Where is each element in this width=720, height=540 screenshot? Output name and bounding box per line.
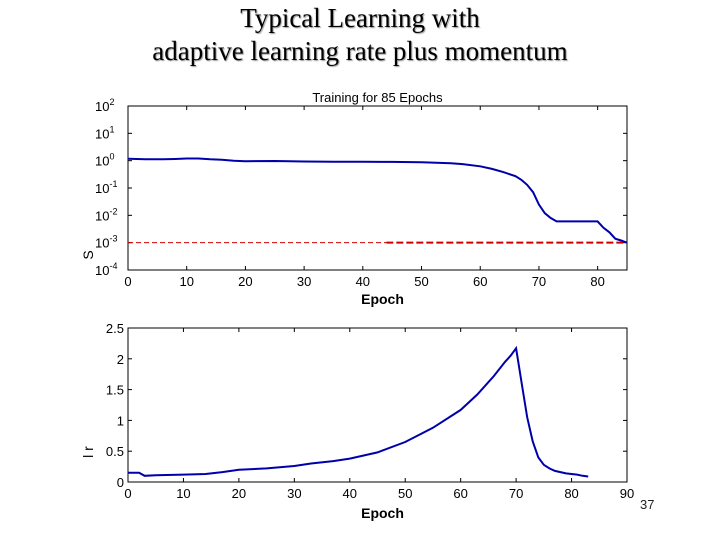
chart-1-x-tick-label: 0 [124,274,131,289]
chart-2-y-axis-label: l r [80,446,96,458]
chart-1-x-tick-label: 50 [414,274,428,289]
page-number: 37 [640,497,655,512]
chart-1-x-tick-label: 60 [473,274,487,289]
chart-2-y-tick-label: 1.5 [106,383,124,398]
chart-1-x-tick-label: 20 [238,274,252,289]
chart-1-plot-frame [127,105,628,271]
chart-2-x-tick-label: 30 [287,486,301,501]
training-error-chart: Training for 85 Epochs 0 10 20 30 40 50 60 70 80 1… [80,90,628,307]
chart-2-x-tick-label: 60 [453,486,467,501]
chart-2-x-tick-label: 90 [620,486,634,501]
chart-2-x-tick-label: 0 [124,486,131,501]
chart-1-y-tick-label: 10-3 [95,234,117,251]
slide-title-line-1: Typical Learning with [240,3,480,33]
chart-1-y-tick-label: 10-2 [95,206,117,223]
chart-1-x-tick-label: 70 [532,274,546,289]
chart-1-x-tick-label: 80 [590,274,604,289]
chart-2-x-tick-label: 80 [564,486,578,501]
chart-1-y-tick-label: 100 [95,152,114,169]
chart-2-y-tick-label: 0 [117,475,124,490]
chart-2-x-tick-label: 40 [343,486,357,501]
chart-1-title: Training for 85 Epochs [312,90,443,105]
chart-1-x-tick-label: 30 [297,274,311,289]
chart-2-x-tick-label: 70 [509,486,523,501]
training-error-line [127,157,628,244]
chart-1-y-tick-label: 10-4 [95,261,117,278]
chart-2-plot-frame [127,327,628,483]
chart-1-y-tick-label: 101 [95,124,114,141]
chart-1-y-tick-label: 102 [95,97,114,114]
chart-2-x-tick-label: 50 [398,486,412,501]
chart-2-y-tick-label: 2 [117,352,124,367]
learning-rate-line [128,345,589,478]
chart-1-y-tick-label: 10-1 [95,179,117,196]
chart-2-x-axis-label: Epoch [361,505,404,521]
chart-2-y-tick-label: 2.5 [106,321,124,336]
chart-2-y-tick-label: 1 [117,413,124,428]
slide-title: Typical Learning with adaptive learning … [0,2,720,68]
chart-1-x-tick-label: 10 [179,274,193,289]
chart-1-x-axis-label: Epoch [361,291,404,307]
slide-title-line-2: adaptive learning rate plus momentum [152,36,568,66]
chart-2-y-tick-label: 0.5 [106,444,124,459]
chart-1-y-axis-label: S [80,250,96,259]
chart-2-x-tick-label: 20 [232,486,246,501]
learning-rate-chart: 0 10 20 30 40 50 60 70 80 90 2.5 2 1.5 1 0.5 0 Epoch l r [80,321,634,521]
chart-2-x-tick-label: 10 [176,486,190,501]
chart-1-x-tick-label: 40 [356,274,370,289]
